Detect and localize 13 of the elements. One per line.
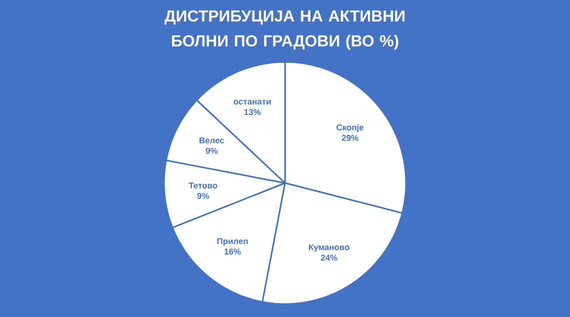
data-label: 13% [244,109,261,116]
slice-label: останати [234,100,271,105]
slice-label: Куманово [309,244,350,252]
data-label: 29% [342,134,358,141]
chart-title: ДИСТРИБУЦИЈА НА АКТИВНИ БОЛНИ ПО ГРАДОВИ (ВО %) [164,10,404,50]
data-label: 9% [197,192,209,199]
data-label: 16% [224,248,241,255]
slice-label: Тетово [188,182,218,188]
data-label: 24% [320,254,338,261]
slice-label: Велес [200,137,224,144]
slice-label: Скопје [336,124,364,132]
data-label: 9% [206,148,218,154]
slice-label: Прилеп [217,238,248,246]
